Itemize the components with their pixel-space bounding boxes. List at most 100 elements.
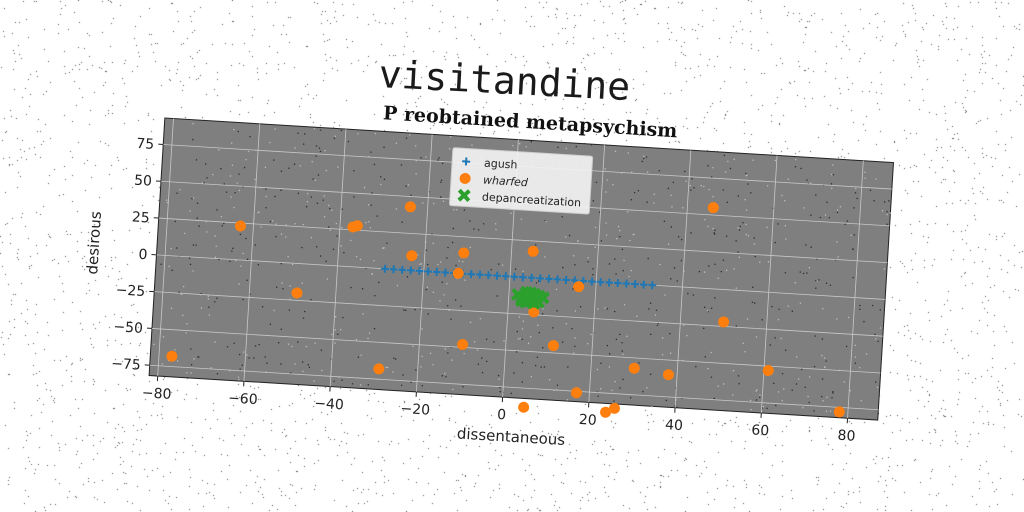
noise-speck [297,132,299,134]
noise-speck [658,170,660,172]
noise-speck [288,167,290,169]
series-agush [380,264,657,290]
noise-speck [590,144,593,146]
noise-speck [237,130,239,133]
noise-speck [707,367,709,370]
noise-speck [320,349,322,351]
noise-speck [606,179,609,181]
noise-speck [304,133,306,135]
noise-speck [875,381,877,383]
noise-speck [717,277,719,279]
noise-speck [193,358,195,360]
noise-speck [380,176,382,178]
noise-speck [264,166,267,168]
noise-speck [182,285,185,288]
noise-speck [353,196,355,198]
noise-speck [410,381,412,383]
noise-speck [710,376,713,378]
noise-speck [750,408,752,411]
noise-speck [218,258,220,261]
point-wharfed [234,220,246,232]
noise-speck [587,342,589,345]
noise-speck [378,281,380,284]
noise-speck [446,283,448,285]
noise-speck [363,186,366,189]
noise-speck [332,248,335,250]
noise-speck [306,192,309,195]
noise-speck [246,354,248,356]
noise-speck [373,163,376,166]
point-agush [415,266,424,275]
noise-speck [738,383,740,385]
noise-speck [824,214,827,216]
noise-speck [677,236,680,238]
noise-speck [826,201,828,204]
noise-speck [432,364,434,366]
noise-speck [571,327,573,330]
noise-speck [273,159,275,161]
noise-speck [766,226,768,229]
noise-speck [555,288,558,291]
grid-line-x [329,129,347,387]
noise-speck [238,283,240,285]
noise-speck [587,261,589,263]
noise-speck [561,216,563,218]
noise-speck [821,378,824,380]
point-wharfed [291,287,303,299]
grid-line-x [243,123,261,382]
noise-speck [646,171,649,173]
noise-speck [706,310,709,312]
noise-speck [455,264,457,267]
noise-speck [819,216,822,219]
noise-speck [274,195,276,198]
noise-speck [886,210,888,213]
noise-speck [176,192,178,194]
noise-speck [185,332,187,334]
noise-speck [287,255,289,258]
legend-marker-depancreatization [457,188,471,203]
noise-speck [690,232,692,234]
noise-speck [432,291,434,293]
noise-speck [405,137,408,139]
noise-speck [615,338,618,341]
noise-speck [310,298,312,301]
noise-speck [395,358,397,360]
noise-speck [273,309,275,312]
noise-speck [753,243,755,245]
noise-speck [742,221,744,224]
noise-speck [302,143,305,145]
point-wharfed [373,363,385,375]
noise-speck [368,221,370,223]
noise-speck [525,146,527,148]
noise-speck [808,401,810,404]
noise-speck [382,247,384,249]
noise-speck [373,327,376,330]
noise-speck [695,365,697,368]
grid-line-y [154,291,883,337]
noise-speck [659,263,661,266]
noise-speck [168,265,170,268]
noise-speck [536,356,539,358]
noise-speck [565,147,567,150]
noise-speck [722,259,725,262]
noise-speck [795,158,797,161]
noise-speck [313,128,316,130]
noise-speck [542,346,544,349]
noise-speck [738,256,741,258]
noise-speck [604,168,606,170]
noise-speck [627,211,629,213]
noise-speck [204,163,207,165]
noise-speck [310,196,312,198]
noise-speck [214,301,216,303]
noise-speck [393,357,395,359]
noise-speck [355,255,358,258]
noise-speck [275,223,277,225]
noise-speck [579,306,582,308]
noise-speck [425,288,427,291]
noise-speck [781,194,783,197]
noise-speck [160,263,162,265]
point-agush [587,277,596,286]
noise-speck [403,309,405,311]
noise-speck [574,337,576,339]
